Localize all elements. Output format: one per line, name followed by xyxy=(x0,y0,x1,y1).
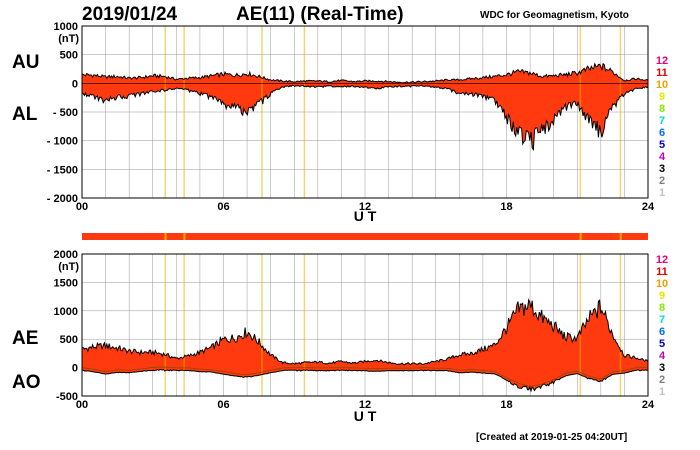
ae-ao-y-unit: (nT) xyxy=(58,261,79,273)
highlight-stripe xyxy=(579,254,582,396)
legend-item: 1 xyxy=(658,187,666,199)
au-al-frame xyxy=(81,25,649,199)
legend-item: 11 xyxy=(656,67,668,79)
legend-item: 4 xyxy=(658,350,666,362)
highlight-stripe xyxy=(303,26,306,198)
legend-item: 9 xyxy=(658,290,666,302)
created-timestamp: [Created at 2019-01-25 04:20UT] xyxy=(476,432,628,443)
ae-ao-base-line xyxy=(82,368,648,393)
bar-highlight xyxy=(619,233,622,240)
x-tick-label: 12 xyxy=(359,201,371,213)
legend-item: 5 xyxy=(658,338,666,350)
legend-item: 7 xyxy=(658,314,666,326)
highlight-stripe xyxy=(164,26,167,198)
ao-line xyxy=(82,366,647,387)
highlight-stripe xyxy=(183,254,185,396)
x-tick-label: 24 xyxy=(642,201,655,213)
ao-label: AO xyxy=(12,372,41,393)
legend-item: 6 xyxy=(658,326,666,338)
x-tick-label: 00 xyxy=(76,201,88,213)
station-count-legend-bottom: 12 11 10 9 8 7 6 5 4 3 2 1 xyxy=(652,254,672,398)
au-al-area xyxy=(82,63,648,150)
x-tick-label: 06 xyxy=(217,399,229,411)
station-count-legend-top: 12 11 10 9 8 7 6 5 4 3 2 1 xyxy=(652,55,672,199)
ae-ao-x-ticks: 00 06 12 18 24 xyxy=(76,399,655,411)
legend-item: 6 xyxy=(658,127,666,139)
chart-date: 2019/01/24 xyxy=(82,4,178,25)
au-al-x-ticks: 00 06 12 18 24 xyxy=(76,201,655,213)
au-al-y-ticks: 1000 500 0 - 500 - 1000 - 1500 - 2000 xyxy=(47,21,78,205)
x-tick-label: 18 xyxy=(500,399,512,411)
highlight-stripe xyxy=(619,26,622,198)
legend-item: 1 xyxy=(658,386,666,398)
legend-item: 7 xyxy=(658,115,666,127)
x-tick-label: 24 xyxy=(642,399,655,411)
ae-ao-y-ticks: 2000 1500 1000 500 0 -500 xyxy=(54,249,78,403)
y-tick-label: 1000 xyxy=(54,21,78,33)
y-tick-label: 500 xyxy=(60,50,78,62)
bar-highlight xyxy=(183,233,186,240)
y-tick-label: - 500 xyxy=(53,107,78,119)
highlight-stripe xyxy=(261,26,263,198)
legend-item: 5 xyxy=(658,139,666,151)
y-tick-label: - 1000 xyxy=(47,136,78,148)
al-line xyxy=(82,84,648,152)
al-label: AL xyxy=(12,104,38,125)
y-tick-label: 0 xyxy=(72,78,78,90)
station-count-bar-highlights xyxy=(164,233,622,240)
ae-line xyxy=(82,298,648,366)
highlight-stripe xyxy=(619,254,622,396)
bar-highlight xyxy=(579,233,582,240)
legend-item: 8 xyxy=(658,302,666,314)
legend-item: 2 xyxy=(658,175,666,187)
highlight-stripe xyxy=(303,254,306,396)
au-al-highlights xyxy=(164,26,622,198)
y-tick-label: 1000 xyxy=(54,306,78,318)
x-tick-label: 00 xyxy=(76,399,88,411)
ae-label: AE xyxy=(12,328,39,349)
legend-item: 12 xyxy=(655,254,669,266)
legend-item: 10 xyxy=(655,79,669,91)
legend-item: 4 xyxy=(658,151,666,163)
au-al-x-label: U T xyxy=(354,208,377,224)
highlight-stripe xyxy=(261,254,263,396)
legend-item: 12 xyxy=(655,55,669,67)
legend-item: 3 xyxy=(658,362,666,374)
data-source: WDC for Geomagnetism, Kyoto xyxy=(480,10,629,21)
ae-ao-x-label: U T xyxy=(354,408,377,424)
x-tick-label: 06 xyxy=(217,201,229,213)
legend-item: 8 xyxy=(658,103,666,115)
x-tick-label: 18 xyxy=(500,201,512,213)
highlight-stripe xyxy=(183,26,185,198)
legend-item: 3 xyxy=(658,163,666,175)
legend-item: 10 xyxy=(655,278,669,290)
y-tick-label: 500 xyxy=(60,334,78,346)
legend-item: 11 xyxy=(656,266,668,278)
au-line xyxy=(82,62,648,84)
x-tick-label: 12 xyxy=(359,399,371,411)
legend-item: 9 xyxy=(658,91,666,103)
chart-title: AE(11) (Real-Time) xyxy=(236,4,404,25)
highlight-stripe xyxy=(164,254,167,396)
highlight-stripe xyxy=(579,26,582,198)
y-tick-label: 0 xyxy=(72,363,78,375)
au-label: AU xyxy=(12,52,40,73)
y-tick-label: 2000 xyxy=(54,249,78,261)
bar-highlight xyxy=(164,233,167,240)
y-tick-label: -500 xyxy=(56,391,78,403)
ae-ao-highlights xyxy=(164,254,622,396)
ae-ao-frame xyxy=(81,253,649,397)
ae-ao-area xyxy=(82,299,648,391)
y-tick-label: - 2000 xyxy=(47,193,78,205)
y-tick-label: 1500 xyxy=(54,277,78,289)
ae-ao-panel: 2000 1500 1000 500 0 -500 00 06 12 18 24 (nT) U T xyxy=(54,249,655,424)
station-count-bar xyxy=(82,233,648,240)
y-tick-label: - 1500 xyxy=(47,164,78,176)
legend-item: 2 xyxy=(658,374,666,386)
au-al-panel: 1000 500 0 - 500 - 1000 - 1500 - 2000 00 06 12 18… xyxy=(47,21,655,224)
au-al-y-unit: (nT) xyxy=(58,33,79,45)
